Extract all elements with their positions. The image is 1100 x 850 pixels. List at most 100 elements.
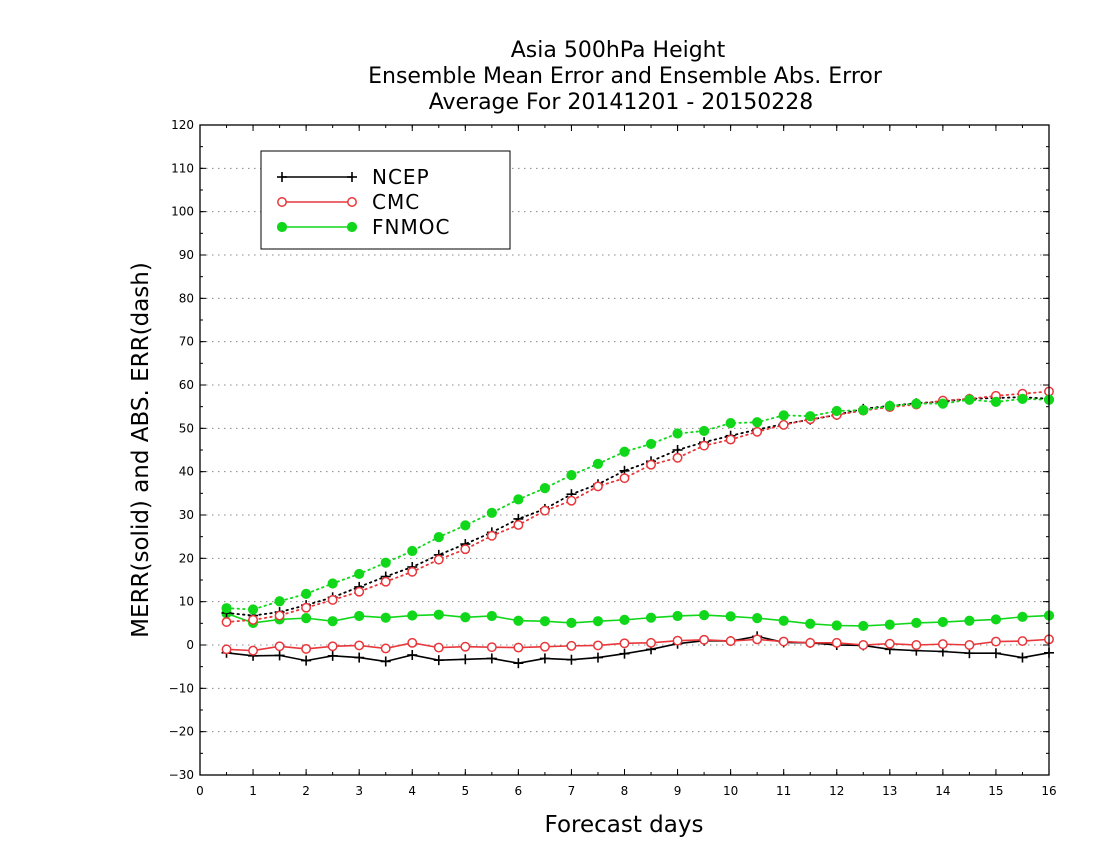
fnmoc-abs-err-point xyxy=(513,494,524,505)
fnmoc-merr-point xyxy=(698,610,710,621)
cmc-merr-point xyxy=(937,639,948,650)
cmc-merr-series xyxy=(221,634,1054,656)
fnmoc-abs-err-point xyxy=(672,428,683,439)
y-tick-label: 90 xyxy=(179,248,194,262)
cmc-abs-err-point xyxy=(593,481,603,492)
cmc-merr-point xyxy=(725,636,736,647)
fnmoc-abs-err-series xyxy=(221,393,1055,615)
cmc-abs-err-point xyxy=(539,505,550,516)
legend-entry-fnmoc: FNMOC xyxy=(276,215,450,239)
legend-point xyxy=(347,197,357,207)
fnmoc-merr-point xyxy=(380,612,391,623)
fnmoc-abs-err-point xyxy=(1017,393,1028,404)
fnmoc-merr-point xyxy=(911,617,922,629)
cmc-abs-err-point xyxy=(566,495,577,506)
title-line-3: Average For 20141201 - 20150228 xyxy=(429,90,814,115)
fnmoc-merr-point xyxy=(672,610,683,622)
cmc-merr-point xyxy=(619,638,630,649)
fnmoc-merr-point xyxy=(486,610,497,622)
cmc-merr-point xyxy=(752,634,763,645)
fnmoc-abs-err-line xyxy=(225,397,1050,611)
fnmoc-merr-point xyxy=(619,614,630,625)
x-tick-label: 16 xyxy=(1041,784,1056,798)
y-tick-label: 0 xyxy=(186,638,194,652)
fnmoc-merr-point xyxy=(460,612,471,623)
cmc-abs-err-point xyxy=(301,602,312,613)
ncep-abs-err-line xyxy=(225,396,1050,617)
cmc-abs-err-point xyxy=(646,459,656,470)
y-tick-label: −20 xyxy=(169,725,194,739)
x-tick-label: 10 xyxy=(723,784,738,798)
cmc-merr-point xyxy=(301,643,312,654)
cmc-merr-point xyxy=(990,636,1001,647)
fnmoc-abs-err-point xyxy=(937,398,948,409)
y-axis-label: MERR(solid) and ABS. ERR(dash) xyxy=(128,262,154,638)
fnmoc-abs-err-point xyxy=(645,438,657,450)
legend-entry-cmc: CMC xyxy=(277,190,420,214)
y-tick-label: −10 xyxy=(169,681,194,695)
y-tick-label: 110 xyxy=(171,161,194,175)
cmc-merr-point xyxy=(274,641,285,652)
fnmoc-abs-err-point xyxy=(407,545,418,557)
fnmoc-merr-point xyxy=(645,612,657,623)
title-line-1: Asia 500hPa Height xyxy=(511,38,726,63)
x-tick-label: 5 xyxy=(461,784,469,798)
cmc-merr-point xyxy=(858,640,869,650)
legend-label: FNMOC xyxy=(372,215,450,239)
fnmoc-abs-err-point xyxy=(380,557,391,568)
fnmoc-abs-err-point xyxy=(698,425,710,437)
fnmoc-merr-point xyxy=(831,620,842,631)
cmc-abs-err-point xyxy=(460,544,471,555)
cmc-abs-err-point xyxy=(513,520,524,530)
legend-label: CMC xyxy=(372,190,420,214)
fnmoc-abs-err-point xyxy=(327,578,338,589)
cmc-merr-point xyxy=(486,642,497,653)
cmc-merr-point xyxy=(805,637,816,648)
fnmoc-merr-point xyxy=(858,620,869,632)
x-tick-label: 7 xyxy=(568,784,576,798)
legend-point xyxy=(276,221,288,233)
cmc-merr-point xyxy=(248,645,259,656)
cmc-merr-point xyxy=(964,640,975,650)
chart-title: Asia 500hPa Height Ensemble Mean Error a… xyxy=(368,38,883,115)
cmc-merr-line xyxy=(226,638,1050,652)
legend-entry-ncep: NCEP xyxy=(277,165,429,189)
fnmoc-abs-err-point xyxy=(990,396,1002,407)
cmc-merr-point xyxy=(380,643,391,654)
fnmoc-abs-err-point xyxy=(805,411,816,422)
cmc-abs-err-point xyxy=(433,554,444,565)
cmc-merr-point xyxy=(566,640,577,651)
fnmoc-merr-point xyxy=(327,616,338,627)
cmc-merr-point xyxy=(1017,636,1028,647)
x-tick-label: 9 xyxy=(674,784,682,798)
fnmoc-abs-err-point xyxy=(274,596,285,607)
fnmoc-abs-err-point xyxy=(221,603,232,614)
fnmoc-abs-err-point xyxy=(301,588,312,599)
y-tick-label: 30 xyxy=(179,508,194,522)
cmc-abs-err-series xyxy=(221,386,1054,627)
fnmoc-merr-point xyxy=(725,611,736,622)
y-tick-label: 40 xyxy=(179,465,194,479)
legend-point xyxy=(346,221,358,233)
fnmoc-abs-err-point xyxy=(884,400,895,411)
cmc-merr-point xyxy=(327,641,338,652)
fnmoc-abs-err-point xyxy=(486,507,497,518)
fnmoc-merr-point xyxy=(937,616,948,628)
cmc-abs-err-point xyxy=(778,419,789,430)
x-tick-label: 0 xyxy=(196,784,204,798)
cmc-merr-point xyxy=(354,640,365,651)
y-tick-label: 20 xyxy=(179,551,194,565)
title-line-2: Ensemble Mean Error and Ensemble Abs. Er… xyxy=(368,64,883,89)
fnmoc-merr-point xyxy=(964,615,975,626)
x-tick-label: 15 xyxy=(988,784,1003,798)
fnmoc-abs-err-point xyxy=(831,405,842,417)
cmc-merr-point xyxy=(778,636,789,647)
fnmoc-abs-err-point xyxy=(911,398,922,409)
cmc-merr-point xyxy=(646,637,656,648)
cmc-merr-point xyxy=(407,637,418,648)
cmc-abs-err-point xyxy=(619,473,630,484)
fnmoc-merr-point xyxy=(407,610,418,621)
x-tick-label: 2 xyxy=(302,784,310,798)
cmc-abs-err-point xyxy=(672,452,683,463)
